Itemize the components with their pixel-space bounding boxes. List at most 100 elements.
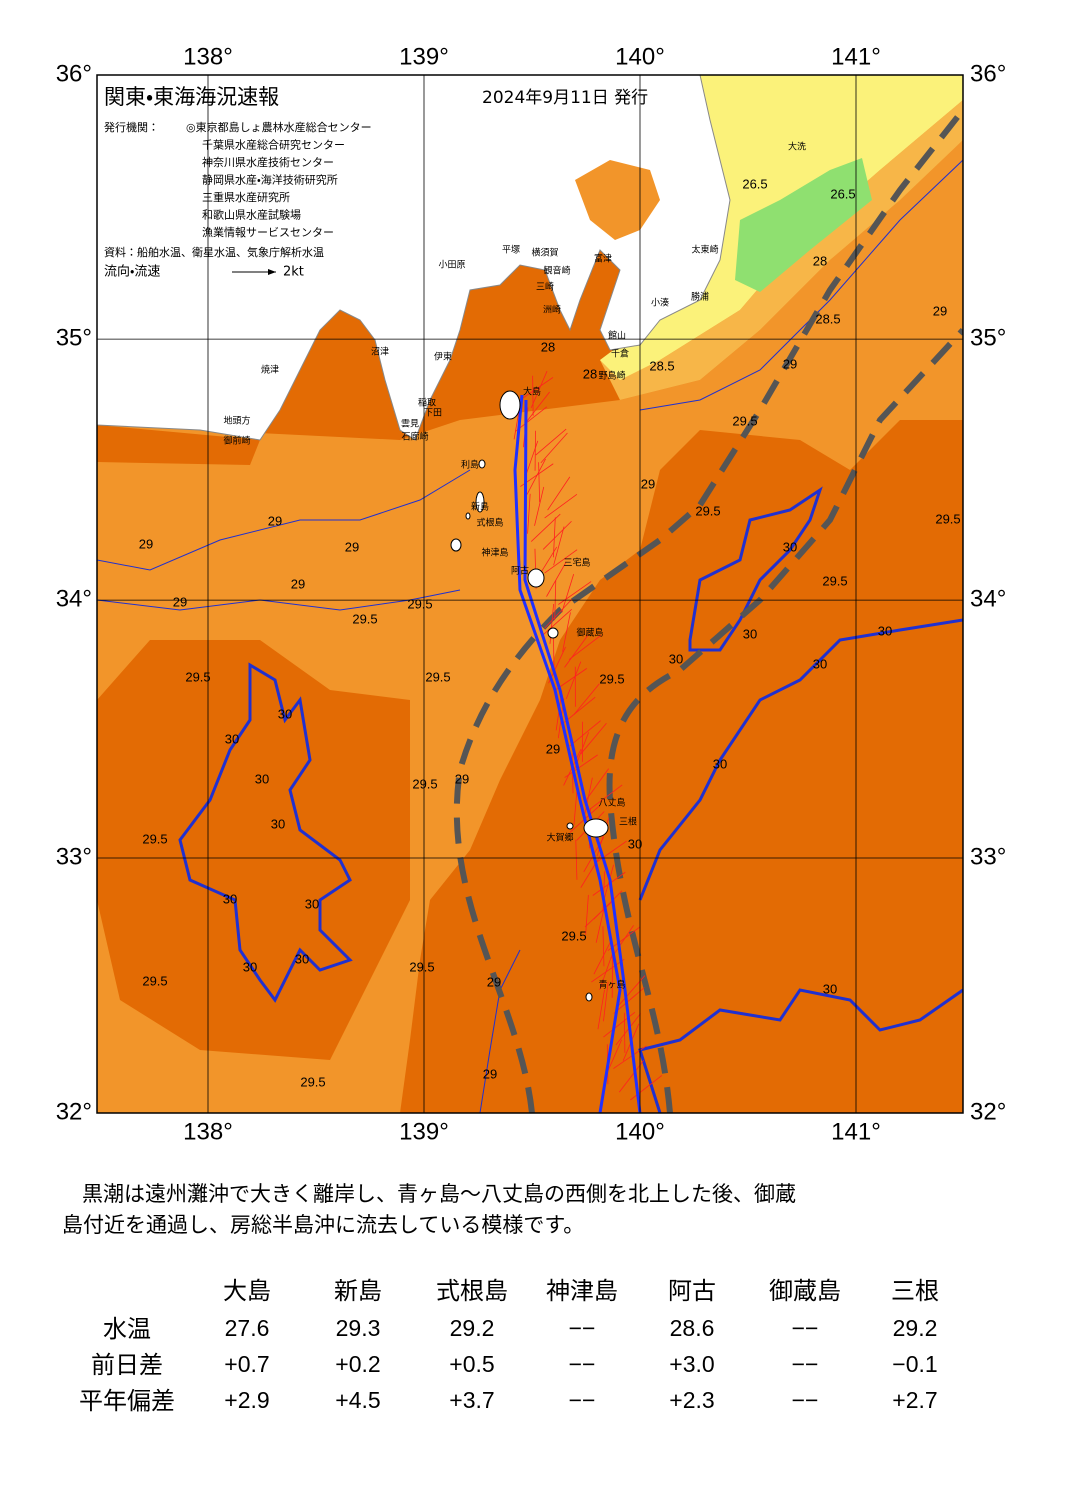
column-header: 三根 [891, 1277, 939, 1305]
current-vector [547, 476, 571, 511]
contour-label: 29 [933, 303, 947, 318]
cell: 29.2 [893, 1315, 938, 1341]
cell: −− [792, 1387, 819, 1413]
lat-label-left: 33° [56, 843, 92, 870]
contour-label: 30 [271, 816, 285, 831]
row-label: 平年偏差 [79, 1387, 175, 1415]
current-vector [618, 1060, 644, 1093]
current-vector [546, 561, 567, 597]
current-vector [613, 1045, 647, 1069]
current-vector [575, 839, 578, 880]
cell: 29.3 [336, 1315, 381, 1341]
issuer: ◎東京都島しょ農林水産総合センター [186, 120, 372, 134]
place-name: 利島 [461, 459, 479, 471]
contour-label: 29.5 [185, 669, 210, 684]
place-name: 阿古 [511, 565, 529, 577]
issuer: 漁業情報サービスセンター [202, 225, 334, 239]
current-vector [630, 1075, 663, 1101]
column-header: 式根島 [436, 1277, 508, 1305]
lon-label-bottom: 138° [183, 1118, 233, 1145]
contour-label: 29.5 [425, 669, 450, 684]
contour-label: 26.5 [830, 186, 855, 201]
cell: +0.2 [335, 1351, 380, 1377]
contour-label: 29.5 [142, 831, 167, 846]
current-vector [580, 853, 603, 888]
current-vector [563, 696, 596, 723]
cell: +2.3 [669, 1387, 714, 1413]
graticule [97, 75, 963, 1113]
current-vector [583, 777, 593, 817]
contour-label: 29 [173, 594, 187, 609]
contour-label: 29.5 [142, 973, 167, 988]
contour-label: 29.5 [407, 596, 432, 611]
current-vector [593, 840, 627, 865]
current-vector [564, 754, 598, 778]
cell: +3.0 [669, 1351, 714, 1377]
cell: −− [792, 1351, 819, 1377]
map-title: 関東・東海海況速報 [104, 85, 279, 109]
lon-label-top: 139° [399, 43, 449, 70]
current-vector [565, 661, 582, 700]
contours-thin [97, 159, 963, 1113]
place-name: 富津 [594, 253, 612, 265]
kuroshio-axis [513, 394, 642, 1113]
column-header: 神津島 [546, 1277, 618, 1305]
current-vector [540, 432, 568, 464]
contour-label: 29.5 [732, 413, 757, 428]
lon-label-bottom: 139° [399, 1118, 449, 1145]
map-area: 28 28 28.5 29 29.5 29.5 29 28.5 28 26.5 26.5 29 29.5… [97, 75, 963, 1113]
contour-label: 29 [268, 513, 282, 528]
issuer: 千葉県水産総合研究センター [202, 138, 345, 152]
row-label: 前日差 [91, 1351, 163, 1379]
lat-label-left: 35° [56, 325, 92, 352]
place-name: 平塚 [502, 245, 520, 256]
legend-scale: 2kt [283, 265, 304, 280]
place-name: 大洗 [788, 141, 806, 153]
lat-label-left: 36° [56, 60, 92, 87]
place-name: 三宅島 [563, 557, 590, 569]
contour-label: 29 [487, 974, 501, 989]
contour-label: 29.5 [935, 511, 960, 526]
column-header: 大島 [223, 1277, 271, 1305]
contour-label: 26.5 [742, 176, 767, 191]
current-vector [519, 377, 554, 401]
contour-label: 29.5 [599, 671, 624, 686]
place-name: 青ヶ島 [598, 979, 625, 991]
place-name: 式根島 [476, 517, 503, 529]
current-vector [524, 391, 550, 424]
cell: −− [792, 1315, 819, 1341]
current-vector [615, 1013, 641, 1046]
place-name: 焼津 [261, 365, 279, 376]
contour-label: 29.5 [412, 776, 437, 791]
place-name: 観音崎 [543, 265, 570, 277]
place-name: 御前崎 [223, 435, 250, 447]
islands [450, 390, 609, 1002]
place-name: 稲取 [418, 397, 436, 409]
contour-label: 29 [641, 476, 655, 491]
contour-label: 30 [743, 626, 757, 641]
source: 資料：船舶水温、衛星水温、気象庁解析水温 [104, 245, 324, 259]
cell: +2.9 [224, 1387, 269, 1413]
cell: +0.5 [449, 1351, 494, 1377]
legend-label: 流向・流速 [104, 264, 160, 280]
current-vector [532, 375, 534, 416]
cell: −0.1 [892, 1351, 937, 1377]
place-name: 野島崎 [598, 370, 625, 382]
contour-label: 28 [583, 366, 597, 381]
current-vector [544, 598, 573, 629]
contour-label: 30 [295, 951, 309, 966]
current-vector [610, 925, 634, 959]
place-name: 横須賀 [531, 247, 558, 259]
place-name: 八丈島 [598, 797, 625, 809]
contours-30 [178, 486, 963, 1113]
lon-label-top: 140° [615, 43, 665, 70]
cell: +2.7 [892, 1387, 937, 1413]
current-vector [526, 458, 546, 495]
place-name: 大賀郷 [546, 832, 573, 844]
current-vector [599, 952, 614, 991]
current-vector [618, 975, 646, 1006]
lat-label-right: 35° [970, 325, 1006, 352]
cell: −− [569, 1351, 596, 1377]
